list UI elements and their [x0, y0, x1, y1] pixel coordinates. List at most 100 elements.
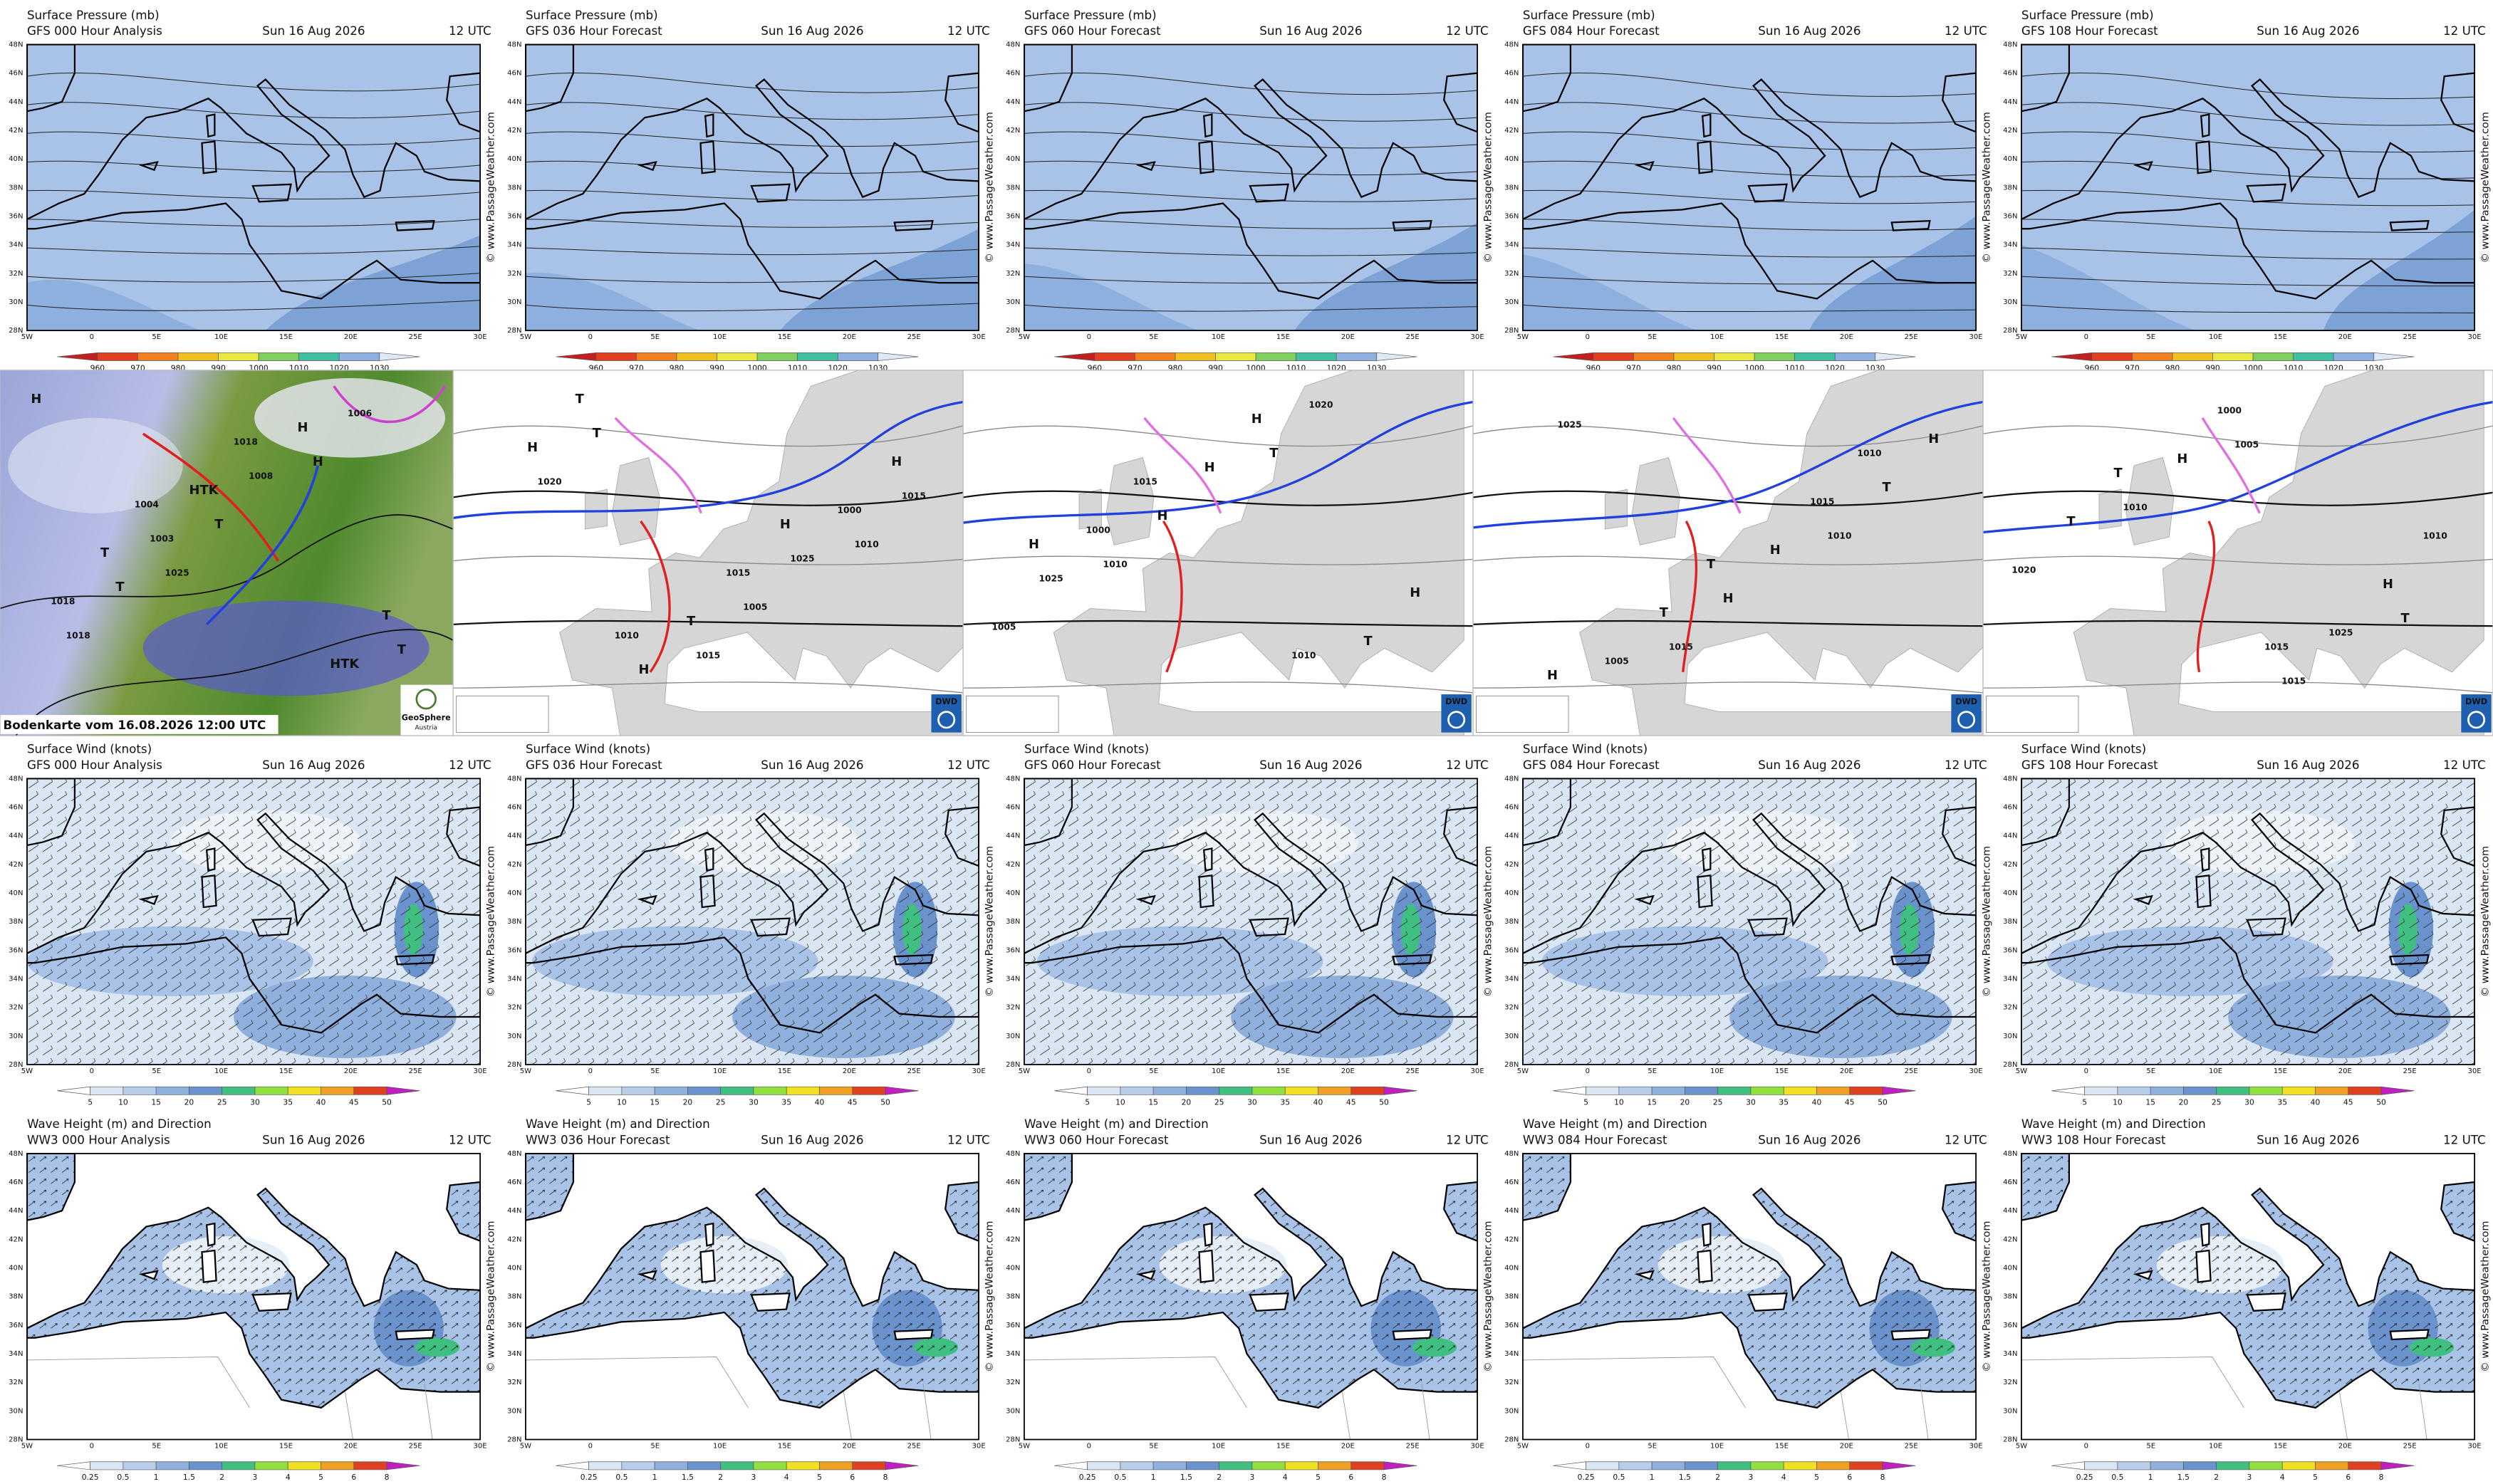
- brand-logo: [415, 689, 437, 710]
- colorbar-segment: [720, 1461, 754, 1470]
- colorbar-segment: [1284, 1461, 1318, 1470]
- lat-label: 36N: [1006, 1322, 1020, 1329]
- lon-label: 25E: [907, 333, 921, 341]
- pressure-center: T: [1269, 446, 1279, 461]
- colorbar-segment: [753, 1461, 787, 1470]
- lon-label: 5W: [2016, 333, 2027, 341]
- colorbar-segment: [2293, 352, 2334, 361]
- coastline: [26, 778, 481, 1034]
- colorbar-segment: [720, 1086, 754, 1095]
- panel-run: WW3 000 Hour Analysis: [27, 1133, 170, 1147]
- lon-label: 15E: [1276, 1442, 1290, 1450]
- colorbar-label: 5: [586, 1097, 591, 1107]
- colorbar-segment: [2051, 1461, 2085, 1470]
- colorbar-label: 2: [1217, 1473, 1222, 1482]
- watermark: © www.PassageWeather.com: [984, 112, 996, 263]
- colorbar-segment: [57, 1461, 90, 1470]
- watermark: © www.PassageWeather.com: [486, 1221, 497, 1372]
- lat-label: 28N: [1006, 327, 1020, 335]
- pressure-center: H: [638, 662, 649, 677]
- panel-title: Wave Height (m) and Direction: [27, 1117, 212, 1131]
- pressure-center: T: [1707, 557, 1716, 572]
- lon-label: 5E: [1648, 333, 1657, 341]
- wind-panel: Surface Wind (knots) GFS 108 Hour Forecas…: [2003, 742, 2492, 1107]
- pressure-center: H: [1204, 460, 1215, 475]
- isobar-label: 1005: [992, 622, 1016, 632]
- colorbar-segment: [2150, 1461, 2184, 1470]
- panel-run: WW3 108 Hour Forecast: [2021, 1133, 2166, 1147]
- lon-label: 0: [2084, 1442, 2088, 1450]
- lon-label: 30E: [972, 333, 986, 341]
- map-frame: [26, 1153, 481, 1441]
- panel-time: 12 UTC: [947, 1133, 990, 1147]
- lat-label: 48N: [1504, 775, 1519, 783]
- colorbar-label: 3: [1250, 1473, 1255, 1482]
- colorbar-segment: [57, 1086, 90, 1095]
- lat-label: 38N: [1504, 184, 1519, 192]
- lon-label: 30E: [2468, 1442, 2482, 1450]
- lon-label: 5W: [1019, 1442, 1030, 1450]
- colorbar-segment: [556, 1086, 589, 1095]
- colorbar-segment: [1816, 1461, 1851, 1470]
- wave-arrows: [2021, 1153, 2475, 1408]
- isobar: [525, 247, 979, 256]
- pressure-zone: [2021, 244, 2197, 331]
- land: [1579, 370, 1984, 736]
- lat-label: 40N: [1504, 1265, 1519, 1273]
- colorbar-label: 35: [1779, 1097, 1789, 1107]
- waves-panel: Wave Height (m) and Direction WW3 000 Hou…: [9, 1117, 497, 1482]
- colorbar-segment: [1754, 352, 1795, 361]
- lat-label: 28N: [507, 327, 521, 335]
- colorbar-label: 4: [1283, 1473, 1288, 1482]
- lat-label: 48N: [1006, 1150, 1020, 1158]
- colorbar-segment: [1849, 1086, 1883, 1095]
- colorbar-segment: [1120, 1086, 1154, 1095]
- colorbar-segment: [222, 1461, 256, 1470]
- lat-label: 32N: [2003, 1004, 2017, 1012]
- wave-arrows: [26, 1153, 481, 1408]
- lon-label: 15E: [1775, 333, 1789, 341]
- lat-label: 30N: [1006, 1033, 1020, 1040]
- cloud: [254, 378, 445, 458]
- lat-label: 42N: [9, 127, 23, 135]
- panel-run: WW3 084 Hour Forecast: [1523, 1133, 1667, 1147]
- pressure-panel: Surface Pressure (mb)GFS 108 Hour Foreca…: [2003, 8, 2492, 373]
- colorbar-segment: [588, 1461, 623, 1470]
- isobar-label: 1018: [51, 597, 75, 607]
- lon-label: 20E: [1840, 1067, 1853, 1075]
- colorbar-segment: [1717, 1086, 1752, 1095]
- map: [1522, 778, 1977, 1065]
- lat-label: 36N: [2003, 212, 2017, 220]
- lat-label: 30N: [9, 1407, 23, 1415]
- panel-title: Surface Pressure (mb): [1024, 8, 1157, 22]
- lon-label: 5W: [520, 1442, 531, 1450]
- map-frame: [2021, 778, 2476, 1065]
- isobar-label: 1008: [249, 471, 273, 481]
- lat-label: 48N: [2003, 775, 2017, 783]
- pressure-center: H: [1410, 585, 1420, 600]
- map: [1024, 43, 1479, 331]
- colorbar-segment: [2348, 1086, 2382, 1095]
- panel-title: Surface Wind (knots): [1024, 742, 1149, 756]
- colorbar-label: 6: [2346, 1473, 2351, 1482]
- colorbar-segment: [1251, 1461, 1286, 1470]
- pressure-center: T: [687, 614, 696, 629]
- isobar-label: 1005: [1605, 657, 1629, 667]
- colorbar-label: 2: [219, 1473, 224, 1482]
- colorbar-segment: [2315, 1461, 2349, 1470]
- colorbar-segment: [1383, 1461, 1417, 1470]
- lat-label: 36N: [1006, 946, 1020, 954]
- colorbar-segment: [2252, 352, 2294, 361]
- isobar: [525, 102, 979, 120]
- isobar: [26, 72, 481, 92]
- colorbar-label: 40: [316, 1097, 326, 1107]
- isobar-label: 1015: [1133, 477, 1157, 487]
- lon-label: 20E: [1840, 1442, 1853, 1450]
- isobar: [26, 246, 481, 255]
- lon-label: 5W: [520, 333, 531, 341]
- panel-time: 12 UTC: [1945, 23, 1987, 38]
- isobar: [1983, 620, 2493, 627]
- panel-run: GFS 108 Hour Forecast: [2021, 23, 2158, 38]
- colorbar-segment: [1175, 352, 1216, 361]
- colorbar-label: 0.25: [1578, 1473, 1595, 1482]
